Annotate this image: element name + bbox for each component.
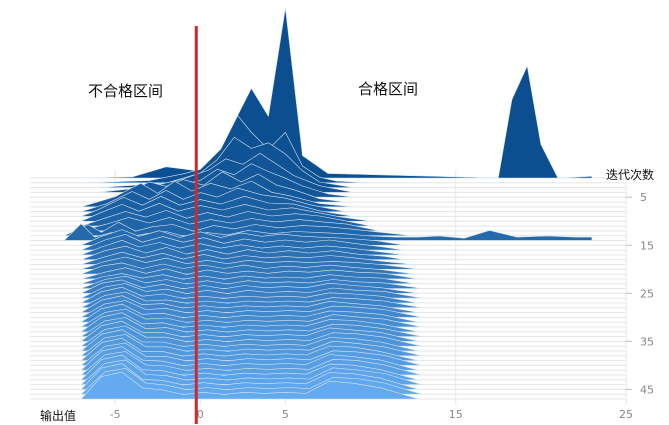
- ridge-1: [80, 7, 593, 179]
- y-tick-label: 5: [640, 191, 647, 204]
- ridge-13: [63, 221, 414, 236]
- x-tick-label: 25: [619, 408, 633, 421]
- y-tick-label: 45: [640, 383, 654, 396]
- x-tick-label: 5: [282, 408, 289, 421]
- ridges: [63, 7, 593, 400]
- y-tick-label: 15: [640, 239, 654, 252]
- y-axis-title: 迭代次数: [606, 168, 655, 182]
- y-tick-label: 25: [640, 287, 654, 300]
- zone-label-pass: 合格区间: [358, 80, 419, 98]
- x-axis-title: 输出值: [40, 409, 77, 423]
- x-tick-label: 0: [197, 408, 204, 421]
- y-tick-label: 35: [640, 335, 654, 348]
- ridge-47: [80, 371, 419, 400]
- x-tick-label: 15: [449, 408, 463, 421]
- zone-label-fail: 不合格区间: [88, 82, 164, 100]
- y-axis: 5 15 25 35 45: [626, 191, 654, 396]
- x-axis: -5 0 5 15 25: [110, 408, 633, 421]
- x-tick-label: -5: [110, 408, 121, 421]
